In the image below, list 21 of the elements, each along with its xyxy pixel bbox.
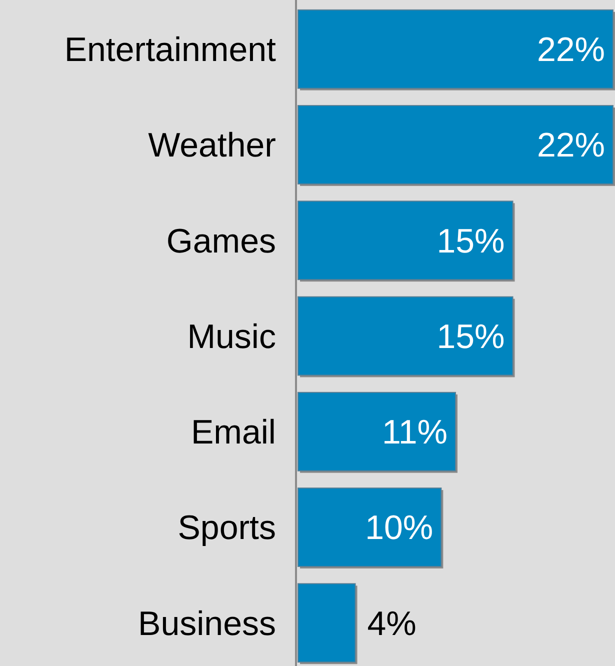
y-tick-label: Entertainment (64, 31, 277, 70)
data-label: 22% (536, 126, 605, 165)
y-tick-label: Weather (148, 126, 276, 165)
y-tick-label: Games (166, 222, 276, 260)
bar (298, 9, 614, 89)
data-label: 15% (436, 318, 505, 356)
bar (298, 583, 356, 663)
y-tick-label: Business (138, 604, 276, 643)
bar (298, 392, 456, 472)
data-label: 15% (436, 222, 505, 260)
y-tick-label: Email (190, 414, 276, 452)
bar (298, 105, 614, 184)
bar (298, 296, 514, 376)
data-label: 10% (365, 509, 434, 548)
data-label: 11% (382, 414, 448, 452)
data-label: 22% (536, 31, 605, 70)
bar (298, 200, 514, 280)
bar (298, 488, 442, 567)
y-tick-label: Sports (178, 509, 276, 548)
y-tick-label: Music (187, 318, 276, 356)
data-label: 4% (367, 604, 416, 643)
